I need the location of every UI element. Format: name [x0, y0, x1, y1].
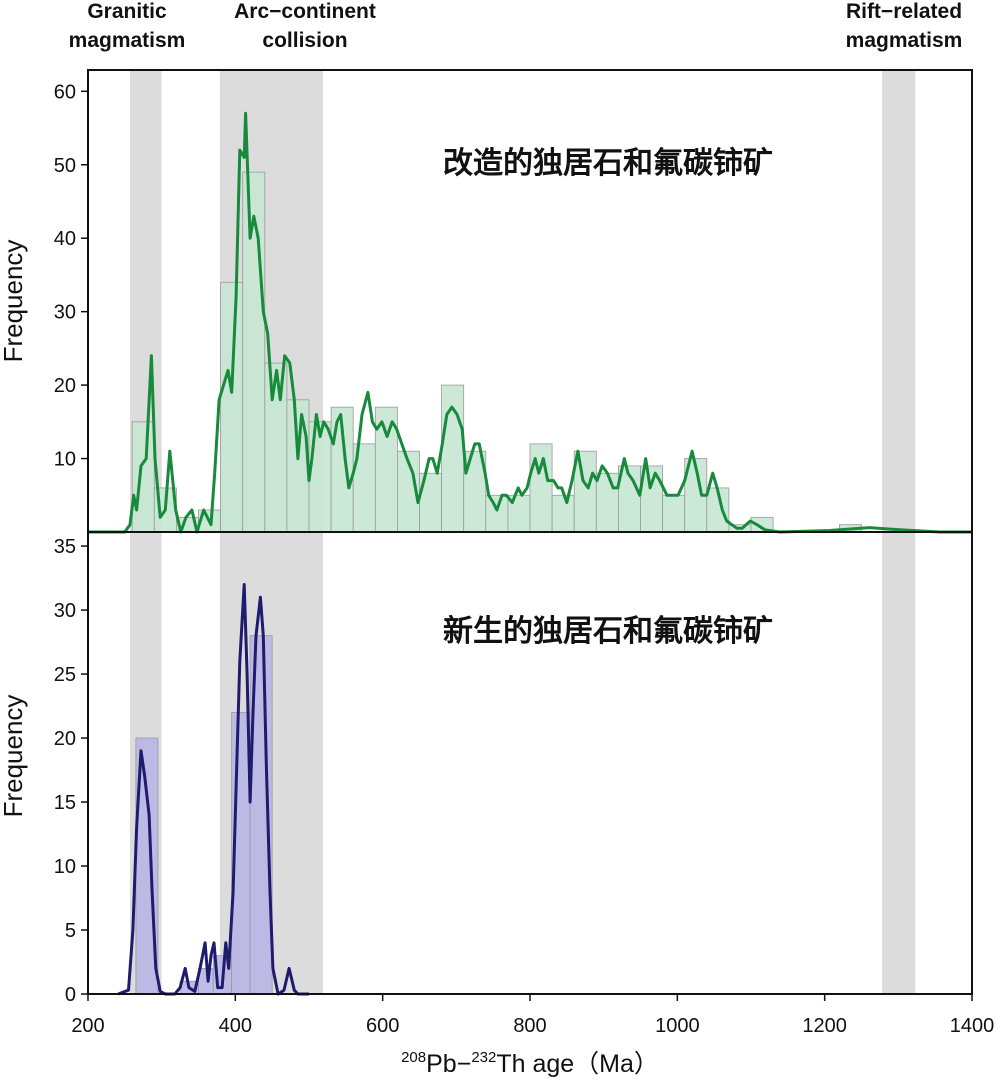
y-tick-label: 5	[65, 920, 76, 942]
bar	[595, 472, 619, 533]
x-tick-label: 1200	[802, 1015, 847, 1037]
superscript: 208	[401, 1049, 426, 1066]
bar	[485, 494, 509, 533]
x-axis-label: 208Pb−232Th age（Ma）	[401, 1049, 659, 1078]
x-tick-label: 800	[513, 1015, 546, 1037]
superscript: 232	[471, 1049, 496, 1066]
bar	[573, 450, 597, 533]
y-tick-label: 60	[54, 81, 76, 103]
y-axis-label: Frequency	[0, 240, 28, 363]
band-label: Rift−related	[846, 0, 962, 23]
x-tick-label: 1400	[950, 1015, 995, 1037]
bar	[551, 494, 575, 533]
y-tick-label: 40	[54, 228, 76, 250]
bar	[242, 171, 266, 533]
y-tick-label: 30	[54, 302, 76, 324]
y-tick-label: 20	[54, 375, 76, 397]
y-tick-label: 10	[54, 449, 76, 471]
x-tick-label: 1000	[655, 1015, 700, 1037]
y-axis-label: Frequency	[0, 695, 28, 818]
y-tick-label: 30	[54, 600, 76, 622]
band	[882, 70, 916, 532]
band-label: magmatism	[846, 29, 963, 52]
y-tick-label: 35	[54, 536, 76, 558]
kde-curve	[117, 583, 309, 996]
band-label: magmatism	[69, 29, 186, 52]
bar	[308, 421, 332, 533]
y-tick-label: 0	[65, 984, 76, 1006]
band-label: Arc−continent	[234, 0, 376, 23]
y-tick-label: 15	[54, 792, 76, 814]
panel-annotation: 改造的独居石和氟碳铈矿	[443, 146, 773, 180]
bar	[264, 362, 288, 533]
bar	[662, 494, 686, 533]
bar	[220, 281, 244, 533]
plot-frame	[87, 531, 973, 995]
y-tick-label: 50	[54, 155, 76, 177]
x-tick-label: 600	[366, 1015, 399, 1037]
x-label-part: Pb−	[426, 1050, 471, 1078]
band	[882, 532, 916, 994]
x-label-part: Th age（Ma）	[496, 1050, 659, 1078]
bar	[529, 443, 553, 533]
y-tick-label: 10	[54, 856, 76, 878]
x-tick-label: 200	[71, 1015, 104, 1037]
bar	[198, 968, 214, 995]
y-tick-label: 20	[54, 728, 76, 750]
band-label: Granitic	[87, 0, 167, 23]
bar	[131, 421, 155, 533]
y-tick-label: 25	[54, 664, 76, 686]
panel-annotation: 新生的独居石和氟碳铈矿	[443, 614, 773, 648]
bar	[286, 399, 310, 533]
band-label: collision	[262, 29, 347, 52]
x-tick-label: 400	[219, 1015, 252, 1037]
kde-curve	[88, 111, 972, 534]
